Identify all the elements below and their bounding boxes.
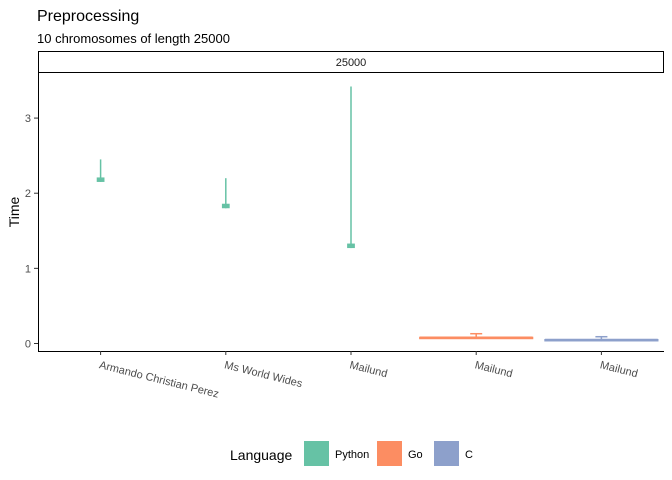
legend: Language Python Go C — [230, 441, 473, 466]
box-python — [96, 159, 105, 182]
y-ticks: 0 1 2 3 — [25, 113, 38, 350]
legend-key-c — [434, 441, 459, 466]
chart-subtitle: 10 chromosomes of length 25000 — [37, 31, 230, 46]
y-axis-title: Time — [6, 196, 22, 227]
x-tick-label: Armando Christian Perez — [98, 359, 220, 400]
boxplot-series — [96, 86, 659, 342]
chart-title: Preprocessing — [37, 8, 139, 25]
legend-label: C — [465, 449, 473, 461]
x-tick-label: Ms World Wides — [223, 359, 304, 390]
legend-title: Language — [230, 447, 293, 463]
x-ticks: Armando Christian Perez Ms World Wides Mai… — [98, 351, 639, 401]
legend-label: Python — [335, 449, 369, 461]
facet-label: 25000 — [336, 57, 367, 69]
y-tick-label: 1 — [25, 263, 31, 275]
x-tick-label: Mailund — [599, 359, 639, 380]
facet-strip — [38, 51, 664, 73]
box-python — [221, 178, 230, 209]
y-tick-label: 0 — [25, 338, 31, 350]
box-go — [419, 332, 534, 340]
box-c — [544, 335, 659, 342]
x-tick-label: Mailund — [348, 359, 388, 380]
legend-key-go — [377, 441, 402, 466]
box-python — [347, 86, 355, 249]
x-tick-label: Mailund — [473, 359, 513, 380]
legend-key-python — [304, 441, 329, 466]
y-tick-label: 3 — [25, 113, 31, 125]
legend-items: Python Go C — [304, 441, 473, 466]
legend-label: Go — [408, 449, 423, 461]
y-tick-label: 2 — [25, 188, 31, 200]
